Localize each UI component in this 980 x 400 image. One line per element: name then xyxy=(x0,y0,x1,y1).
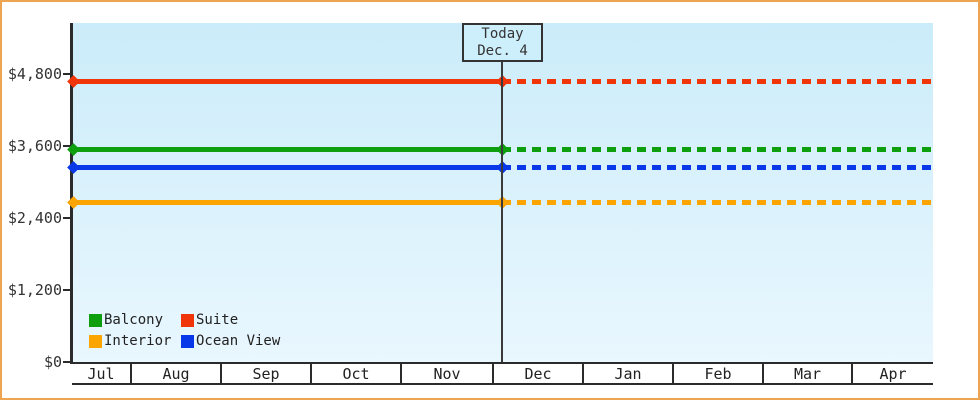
month-cell-oct: Oct xyxy=(310,364,400,383)
y-tick-mark xyxy=(63,73,70,75)
legend-swatch-icon xyxy=(89,314,102,327)
month-label: Sep xyxy=(252,364,280,383)
month-label: Oct xyxy=(342,364,370,383)
legend: Balcony Suite Interior Ocean View xyxy=(89,313,280,355)
legend-item-ocean-view: Ocean View xyxy=(181,334,280,349)
month-label: Feb xyxy=(704,364,732,383)
y-axis xyxy=(70,23,73,364)
legend-swatch-icon xyxy=(89,335,102,348)
price-line-dotted-interior xyxy=(502,200,933,205)
legend-item-interior: Interior xyxy=(89,334,181,349)
legend-item-balcony: Balcony xyxy=(89,313,181,328)
y-tick-mark xyxy=(63,289,70,291)
legend-label: Interior xyxy=(104,333,172,349)
today-line xyxy=(501,61,503,362)
x-axis-month-row: Jul Aug Sep Oct Nov Dec Jan Feb Mar Apr xyxy=(72,362,933,385)
today-label-line2: Dec. 4 xyxy=(477,43,528,59)
month-cell-jan: Jan xyxy=(582,364,672,383)
legend-item-suite: Suite xyxy=(181,313,273,328)
month-label: Mar xyxy=(793,364,822,383)
month-cell-apr: Apr xyxy=(851,364,933,383)
today-label-line1: Today xyxy=(481,26,524,42)
legend-row: Interior Ocean View xyxy=(89,334,280,349)
legend-swatch-icon xyxy=(181,314,194,327)
y-tick-mark xyxy=(63,361,70,363)
y-tick-label: $2,400 xyxy=(7,209,62,227)
price-line-dotted-ocean-view xyxy=(502,165,933,170)
legend-swatch-icon xyxy=(181,335,194,348)
month-cell-feb: Feb xyxy=(672,364,762,383)
month-label: Aug xyxy=(162,364,190,383)
month-cell-mar: Mar xyxy=(762,364,851,383)
legend-label: Suite xyxy=(196,312,239,328)
month-label: Apr xyxy=(879,364,907,383)
legend-label: Balcony xyxy=(104,312,164,328)
price-line-solid-interior xyxy=(73,200,502,205)
y-tick-mark xyxy=(63,217,70,219)
y-tick-mark xyxy=(63,145,70,147)
legend-row: Balcony Suite xyxy=(89,313,273,328)
month-cell-nov: Nov xyxy=(400,364,492,383)
month-cell-sep: Sep xyxy=(220,364,310,383)
price-line-solid-suite xyxy=(73,79,502,84)
month-label: Jul xyxy=(87,364,115,383)
y-tick-label: $0 xyxy=(43,353,62,371)
price-line-dotted-balcony xyxy=(502,147,933,152)
month-cell-aug: Aug xyxy=(130,364,220,383)
month-cell-jul: Jul xyxy=(72,364,130,383)
y-tick-label: $4,800 xyxy=(7,65,62,83)
price-line-solid-balcony xyxy=(73,147,502,152)
month-cell-dec: Dec xyxy=(492,364,582,383)
y-tick-label: $1,200 xyxy=(7,281,62,299)
price-line-solid-ocean-view xyxy=(73,165,502,170)
month-label: Nov xyxy=(433,364,461,383)
month-label: Dec xyxy=(524,364,552,383)
price-line-dotted-suite xyxy=(502,79,933,84)
y-tick-label: $3,600 xyxy=(7,137,62,155)
legend-label: Ocean View xyxy=(196,333,281,349)
month-label: Jan xyxy=(614,364,642,383)
today-label-box: Today Dec. 4 xyxy=(462,23,543,62)
